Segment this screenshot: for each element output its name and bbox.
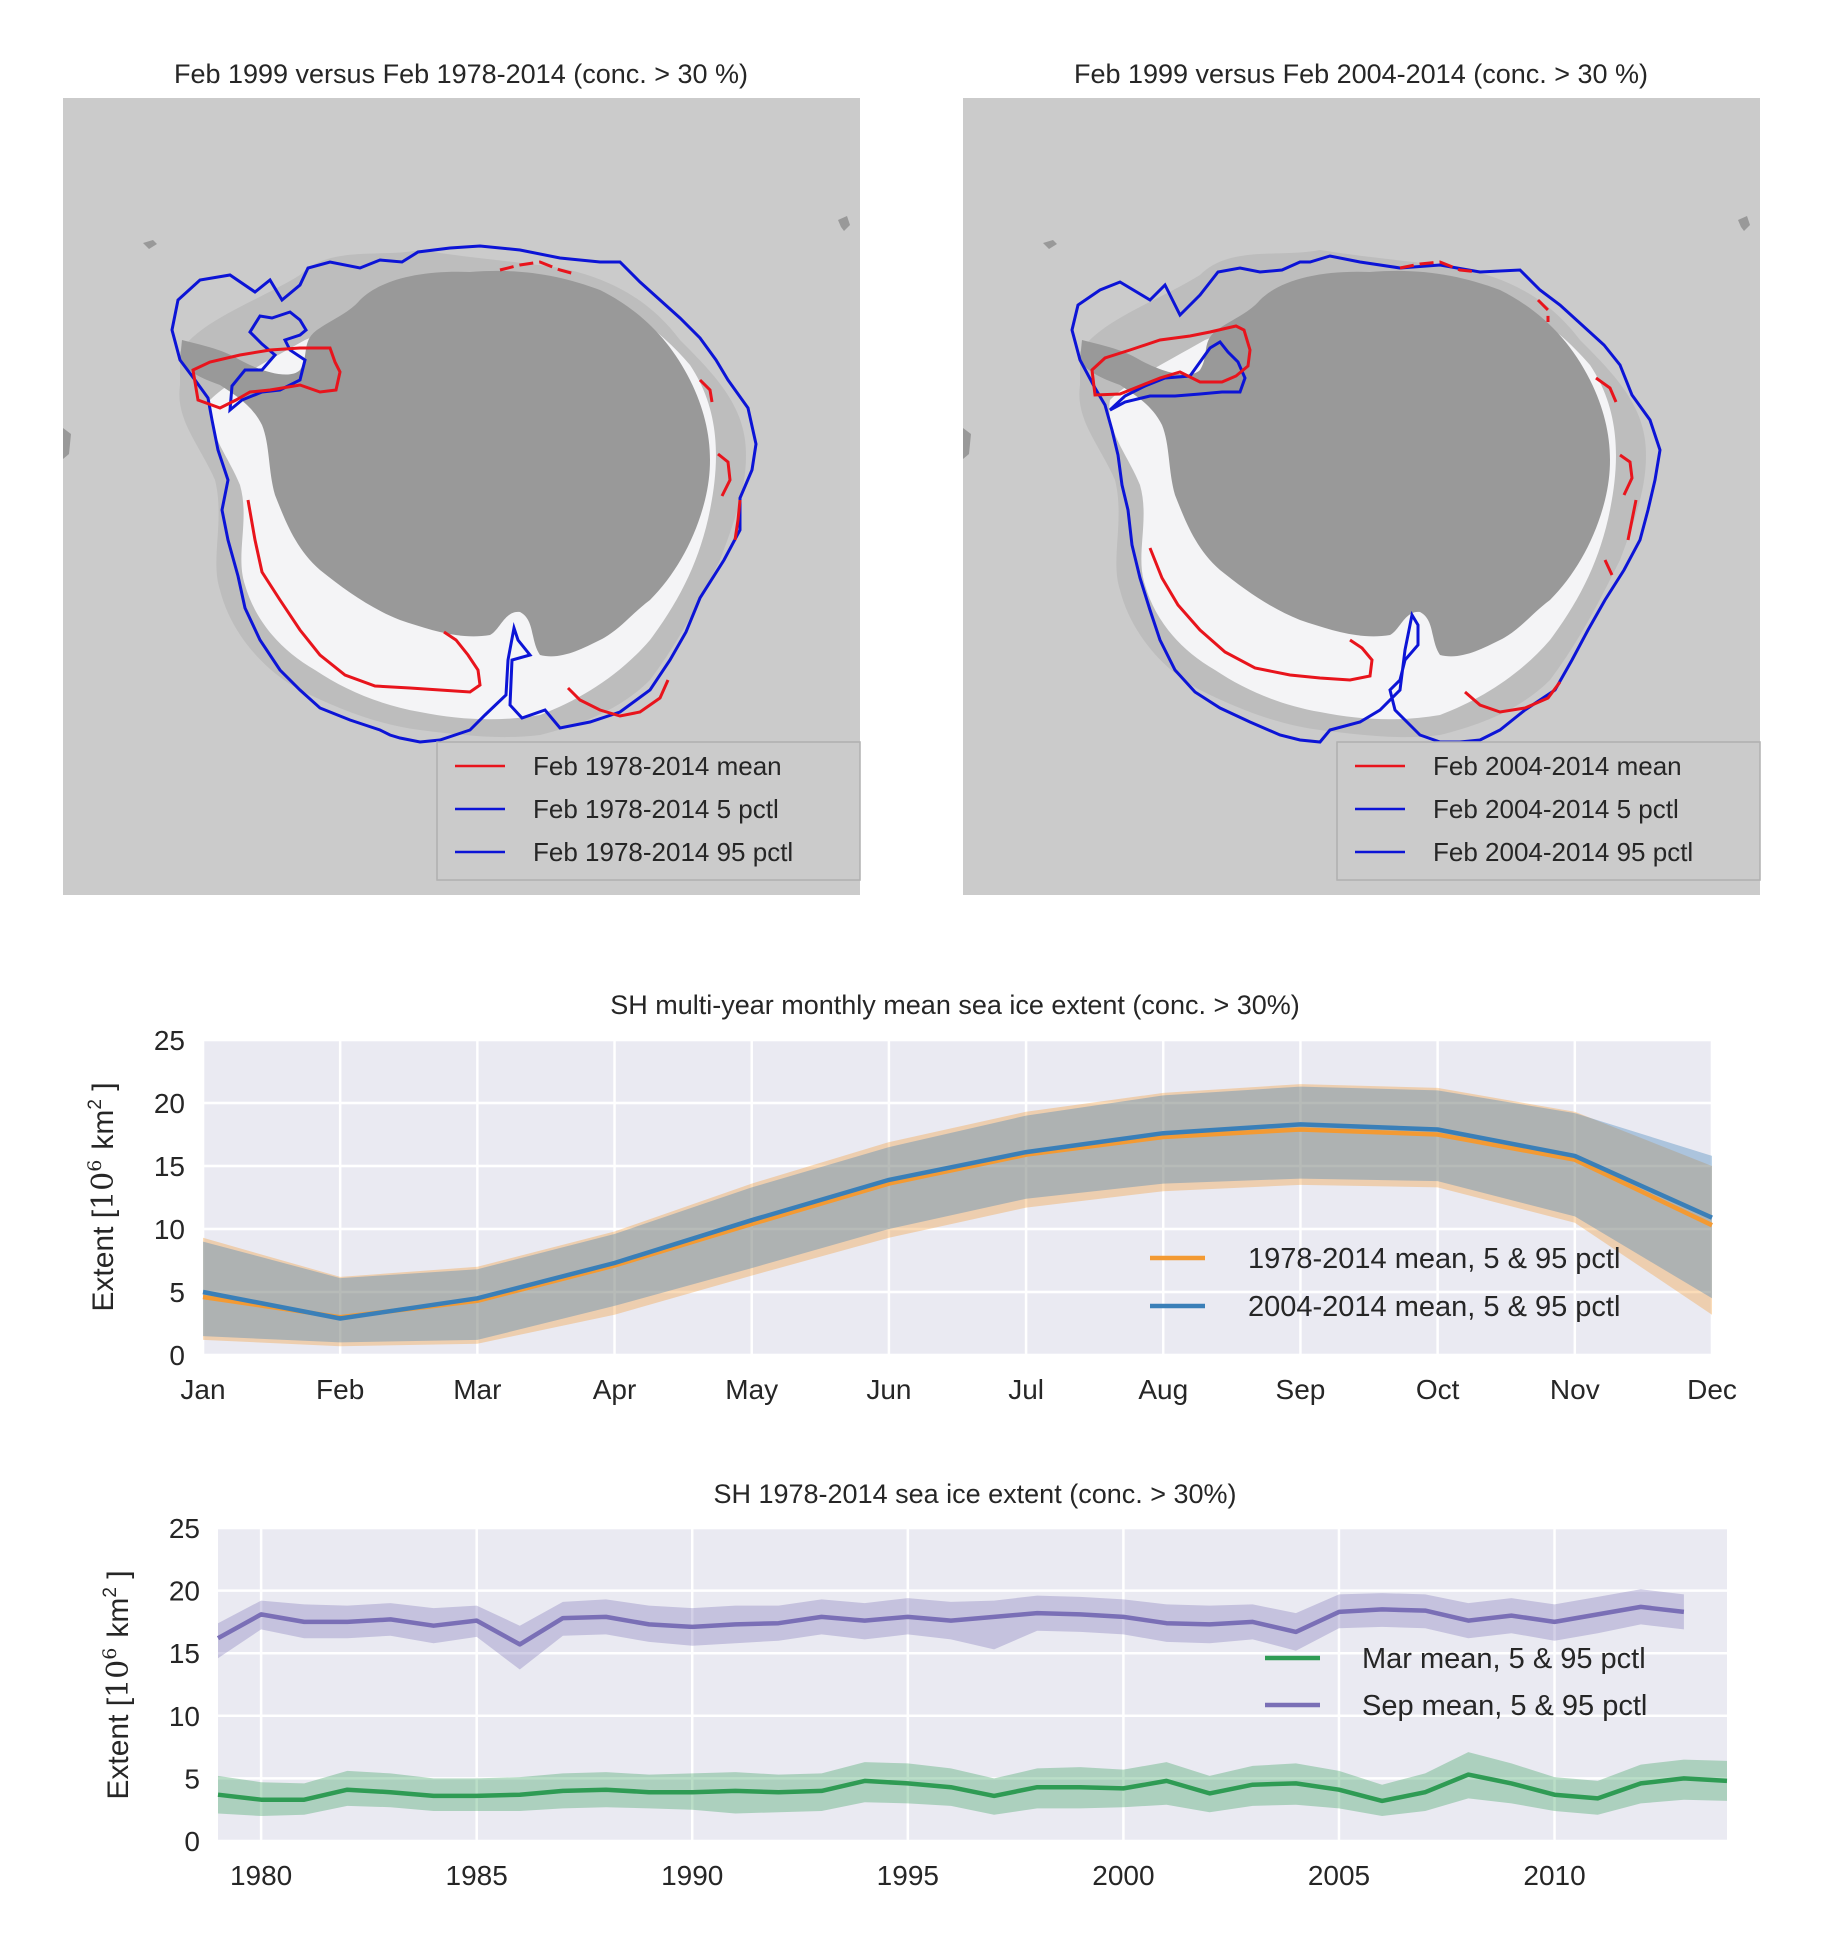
- legend-label: Feb 2004-2014 5 pctl: [1433, 794, 1679, 824]
- plot-area: [218, 1528, 1727, 1841]
- x-tick-label: Jun: [866, 1374, 911, 1405]
- series-lines: [202, 1122, 1713, 1321]
- series-lines: [216, 1604, 1728, 1804]
- mean-line-1: [216, 1604, 1685, 1647]
- mean-contour: [499, 260, 576, 276]
- mean-contour: [1399, 260, 1550, 322]
- y-tick-label: 15: [169, 1638, 200, 1669]
- y-tick-label: 0: [184, 1826, 200, 1857]
- mean-contour: [698, 378, 742, 541]
- x-tick-labels: Jan Feb Mar Apr May Jun Jul Aug Sep Oct Nov Dec: [180, 1374, 1736, 1405]
- map-panel-1999-vs-1978-2014: Feb 1999 versus Feb 1978-2014 (conc. > 3…: [63, 59, 861, 895]
- x-tick-label: Apr: [593, 1374, 637, 1405]
- mean-contour: [1090, 324, 1252, 397]
- legend-label: Mar mean, 5 & 95 pctl: [1362, 1643, 1646, 1675]
- x-tick-label: 1990: [661, 1860, 723, 1891]
- y-tick-label: 25: [154, 1025, 185, 1056]
- x-tick-label: Nov: [1550, 1374, 1600, 1405]
- percentile-band-1: [203, 1086, 1712, 1343]
- x-tick-label: 1985: [446, 1860, 508, 1891]
- y-tick-label: 15: [154, 1151, 185, 1182]
- percentile-bands: [218, 1589, 1727, 1816]
- y-tick-labels: 0 5 10 15 20 25: [154, 1025, 185, 1371]
- grid: [201, 1038, 1714, 1357]
- mean-contour: [191, 346, 342, 410]
- y-tick-label: 20: [169, 1576, 200, 1607]
- x-tick-label: Jul: [1008, 1374, 1044, 1405]
- chart-legend: 1978-2014 mean, 5 & 95 pctl 2004-2014 me…: [1150, 1243, 1620, 1323]
- x-tick-label: Aug: [1138, 1374, 1188, 1405]
- legend-label: Feb 1978-2014 5 pctl: [533, 794, 779, 824]
- y-tick-label: 5: [169, 1277, 185, 1308]
- legend-label: Feb 2004-2014 95 pctl: [1433, 837, 1693, 867]
- legend-label: Feb 2004-2014 mean: [1433, 751, 1682, 781]
- x-tick-label: 2000: [1092, 1860, 1154, 1891]
- map-title: Feb 1999 versus Feb 1978-2014 (conc. > 3…: [174, 59, 748, 89]
- x-tick-label: Jan: [180, 1374, 225, 1405]
- y-tick-label: 5: [184, 1763, 200, 1794]
- x-tick-label: Sep: [1276, 1374, 1326, 1405]
- legend-label: Feb 1978-2014 mean: [533, 751, 782, 781]
- x-tick-label: Dec: [1687, 1374, 1737, 1405]
- legend-label: 2004-2014 mean, 5 & 95 pctl: [1248, 1291, 1620, 1323]
- chart-title: SH multi-year monthly mean sea ice exten…: [610, 990, 1300, 1020]
- x-tick-label: 2010: [1523, 1860, 1585, 1891]
- chart-legend: Mar mean, 5 & 95 pctl Sep mean, 5 & 95 p…: [1265, 1643, 1647, 1722]
- x-tick-label: Oct: [1416, 1374, 1460, 1405]
- map-title: Feb 1999 versus Feb 2004-2014 (conc. > 3…: [1074, 59, 1648, 89]
- chart-title: SH 1978-2014 sea ice extent (conc. > 30%…: [713, 1479, 1236, 1509]
- y-tick-label: 25: [169, 1513, 200, 1544]
- map-legend: Feb 1978-2014 mean Feb 1978-2014 5 pctl …: [436, 741, 861, 881]
- grid: [218, 1526, 1727, 1843]
- antarctica-map: [963, 216, 1750, 744]
- legend-label: Sep mean, 5 & 95 pctl: [1362, 1690, 1647, 1722]
- mean-contour: [1595, 376, 1638, 576]
- legend-label: 1978-2014 mean, 5 & 95 pctl: [1248, 1243, 1620, 1275]
- map-legend: Feb 2004-2014 mean Feb 2004-2014 5 pctl …: [1336, 741, 1761, 881]
- mean-contour: [1148, 547, 1374, 682]
- y-tick-label: 10: [154, 1214, 185, 1245]
- map-panel-1999-vs-2004-2014: Feb 1999 versus Feb 2004-2014 (conc. > 3…: [963, 59, 1761, 895]
- percentile-bands: [203, 1084, 1712, 1347]
- x-tick-label: Feb: [316, 1374, 364, 1405]
- antarctica-map: [63, 216, 850, 744]
- x-tick-label: 2005: [1308, 1860, 1370, 1891]
- legend-label: Feb 1978-2014 95 pctl: [533, 837, 793, 867]
- x-tick-label: Mar: [453, 1374, 501, 1405]
- annual-extent-chart: SH 1978-2014 sea ice extent (conc. > 30%…: [99, 1479, 1728, 1891]
- mean-line-1: [202, 1122, 1713, 1321]
- y-tick-label: 20: [154, 1088, 185, 1119]
- x-tick-label: 1980: [230, 1860, 292, 1891]
- monthly-extent-chart: SH multi-year monthly mean sea ice exten…: [84, 990, 1737, 1405]
- mean-contour: [566, 679, 670, 718]
- percentile-band-0: [203, 1084, 1712, 1347]
- y-axis-label: Extent [106km2 ]: [84, 1082, 121, 1311]
- pctl-contour: [1108, 340, 1247, 412]
- y-tick-label: 10: [169, 1701, 200, 1732]
- mean-line-0: [217, 1772, 1728, 1804]
- percentile-band-1: [218, 1589, 1684, 1670]
- y-axis-label: Extent [106km2 ]: [99, 1570, 136, 1799]
- x-tick-label: May: [725, 1374, 778, 1405]
- x-tick-label: 1995: [877, 1860, 939, 1891]
- y-tick-label: 0: [169, 1340, 185, 1371]
- mean-contour: [1464, 681, 1562, 714]
- y-tick-labels: 0 5 10 15 20 25: [169, 1513, 200, 1857]
- pctl-contour: [170, 244, 758, 744]
- mean-contour: [246, 499, 482, 694]
- x-tick-labels: 1980 1985 1990 1995 2000 2005 2010: [230, 1860, 1586, 1891]
- percentile-band-0: [218, 1752, 1727, 1816]
